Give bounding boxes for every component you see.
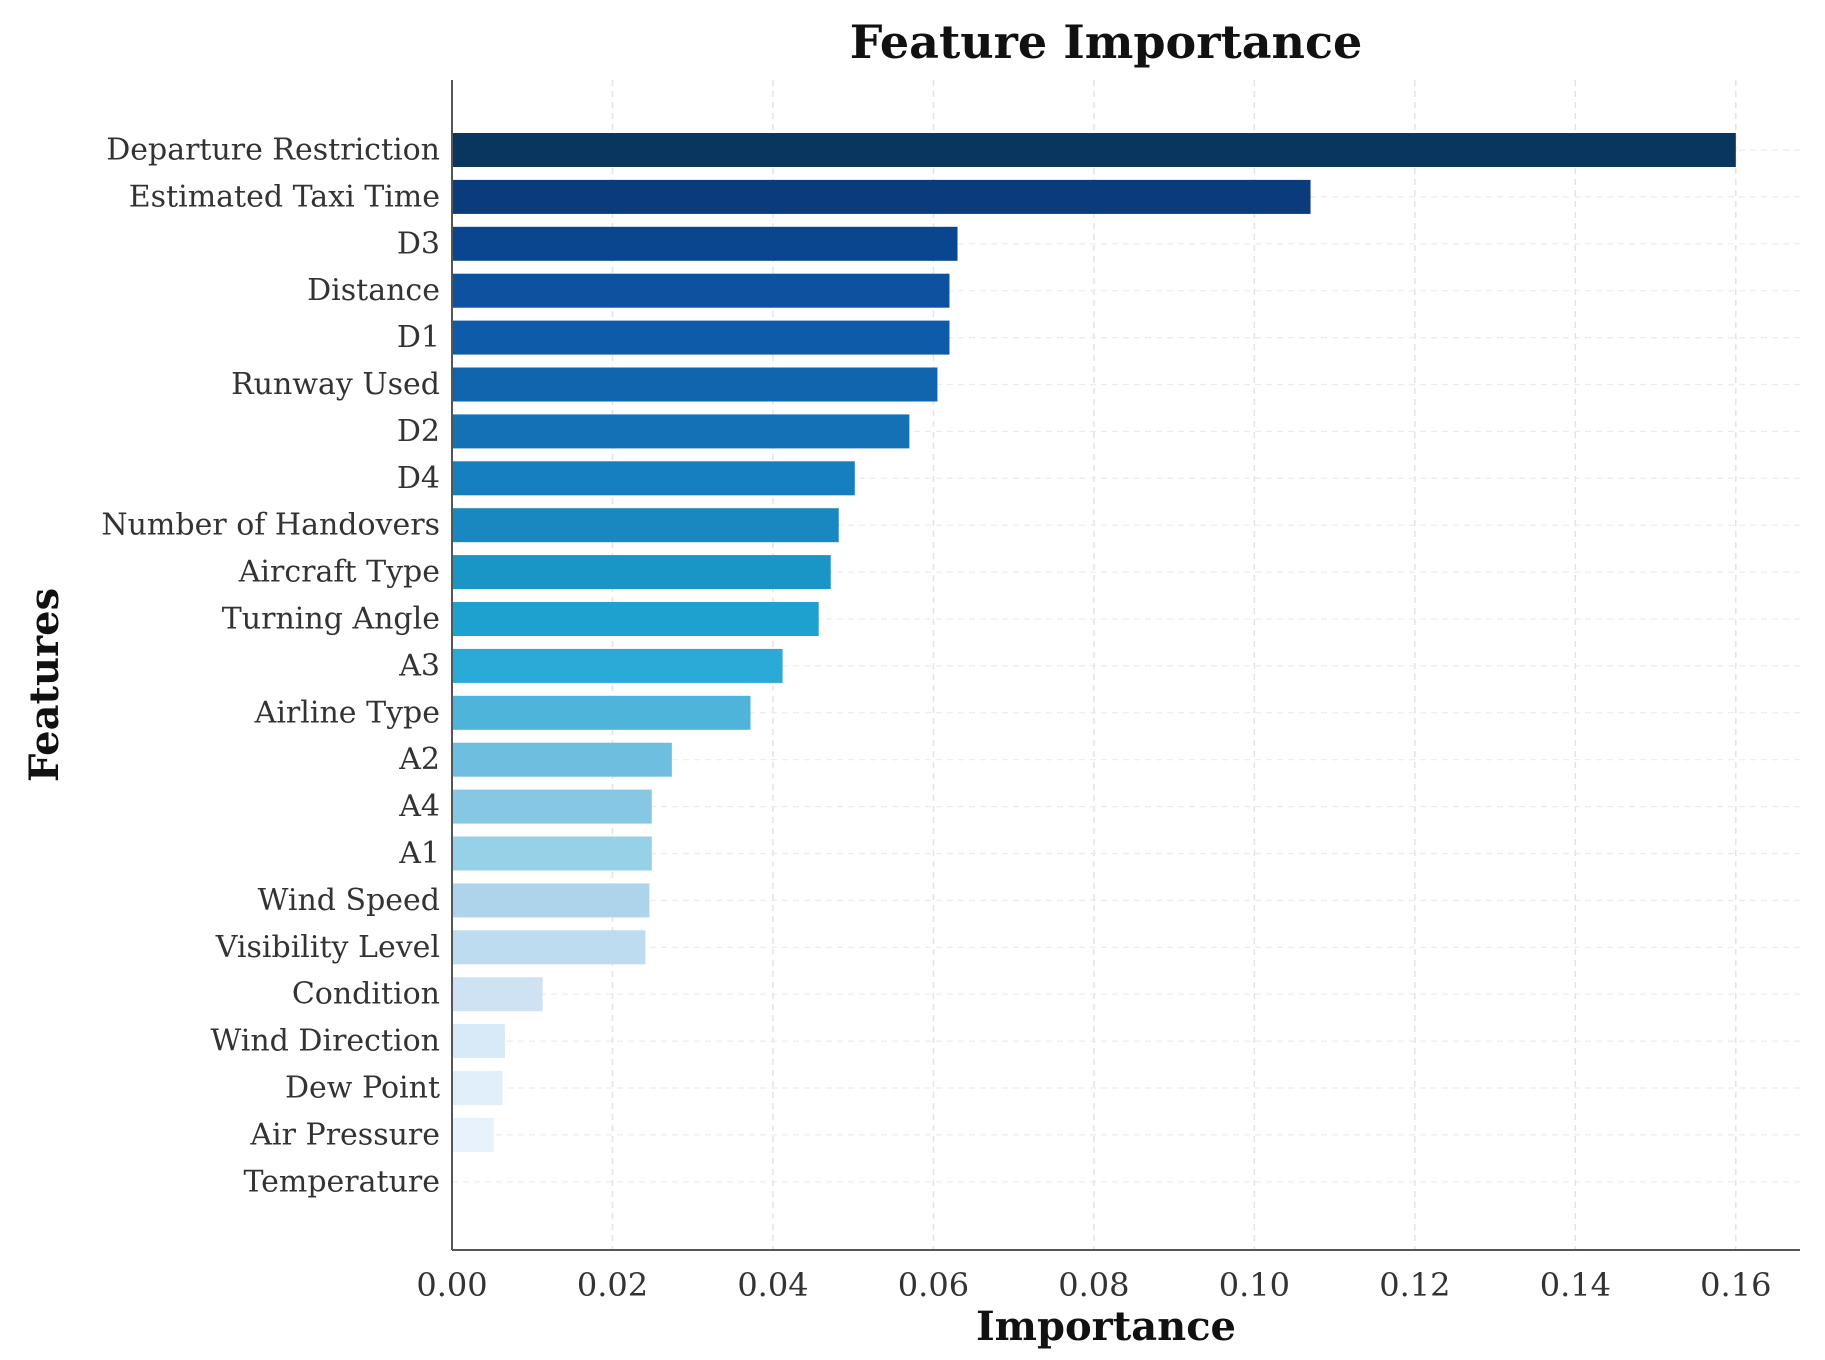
x-axis-title: Importance [976, 1303, 1236, 1350]
category-label: D2 [397, 414, 440, 449]
bars [452, 133, 1736, 1152]
bar [452, 133, 1736, 167]
x-tick-label: 0.14 [1540, 1266, 1611, 1304]
bar [452, 977, 543, 1012]
category-label: Departure Restriction [106, 133, 440, 168]
bar [452, 695, 751, 730]
x-tick-label: 0.04 [737, 1266, 808, 1304]
category-label: Visibility Level [215, 930, 440, 965]
category-label: D3 [397, 226, 440, 261]
bar [452, 930, 646, 965]
category-label: Airline Type [254, 695, 440, 730]
bar [452, 1071, 503, 1105]
x-tick-label: 0.02 [577, 1266, 648, 1304]
x-tick-label: 0.08 [1058, 1266, 1129, 1304]
bar [452, 555, 831, 590]
bar [452, 320, 950, 355]
category-label: Temperature [243, 1164, 440, 1199]
bar [452, 836, 652, 871]
bar [452, 602, 819, 636]
category-label: Runway Used [231, 367, 440, 402]
axes [451, 80, 1800, 1251]
x-tick-label: 0.16 [1700, 1266, 1771, 1304]
category-label: A2 [398, 742, 440, 777]
bar [452, 226, 958, 261]
bar [452, 414, 910, 449]
category-label: Aircraft Type [238, 555, 440, 590]
x-tick-label: 0.10 [1219, 1266, 1290, 1304]
category-label: Wind Direction [210, 1024, 440, 1059]
category-label: Turning Angle [222, 602, 440, 637]
category-label: A1 [398, 836, 440, 871]
x-tick-label: 0.06 [898, 1266, 969, 1304]
category-label: A3 [398, 648, 440, 683]
x-tick-labels: 0.00 0.02 0.04 0.06 0.08 0.10 0.12 0.14 0.16 [416, 1266, 1771, 1304]
bar [452, 789, 652, 824]
x-tick-label: 0.12 [1379, 1266, 1450, 1304]
y-axis-title: Features [21, 588, 68, 782]
category-label: Estimated Taxi Time [129, 179, 440, 214]
bar [452, 461, 855, 496]
x-tick-label: 0.00 [416, 1266, 487, 1304]
bar [452, 1024, 505, 1059]
bar [452, 273, 950, 308]
category-label: Air Pressure [249, 1117, 440, 1152]
category-label: Number of Handovers [101, 508, 440, 543]
category-label: Distance [307, 273, 440, 308]
bar [452, 1117, 494, 1152]
bar [452, 508, 839, 543]
chart-title: Feature Importance [850, 15, 1362, 69]
bar [452, 179, 1311, 214]
category-label: Condition [292, 977, 440, 1012]
category-label: D4 [397, 461, 440, 496]
category-label: A4 [398, 789, 440, 824]
category-label: Wind Speed [258, 883, 440, 918]
bar [452, 367, 938, 402]
bar [452, 648, 783, 683]
category-label: Dew Point [285, 1071, 440, 1106]
bar [452, 742, 672, 777]
bar [452, 883, 650, 918]
category-labels: Departure Restriction Estimated Taxi Time… [101, 133, 440, 1200]
category-label: D1 [397, 320, 440, 355]
